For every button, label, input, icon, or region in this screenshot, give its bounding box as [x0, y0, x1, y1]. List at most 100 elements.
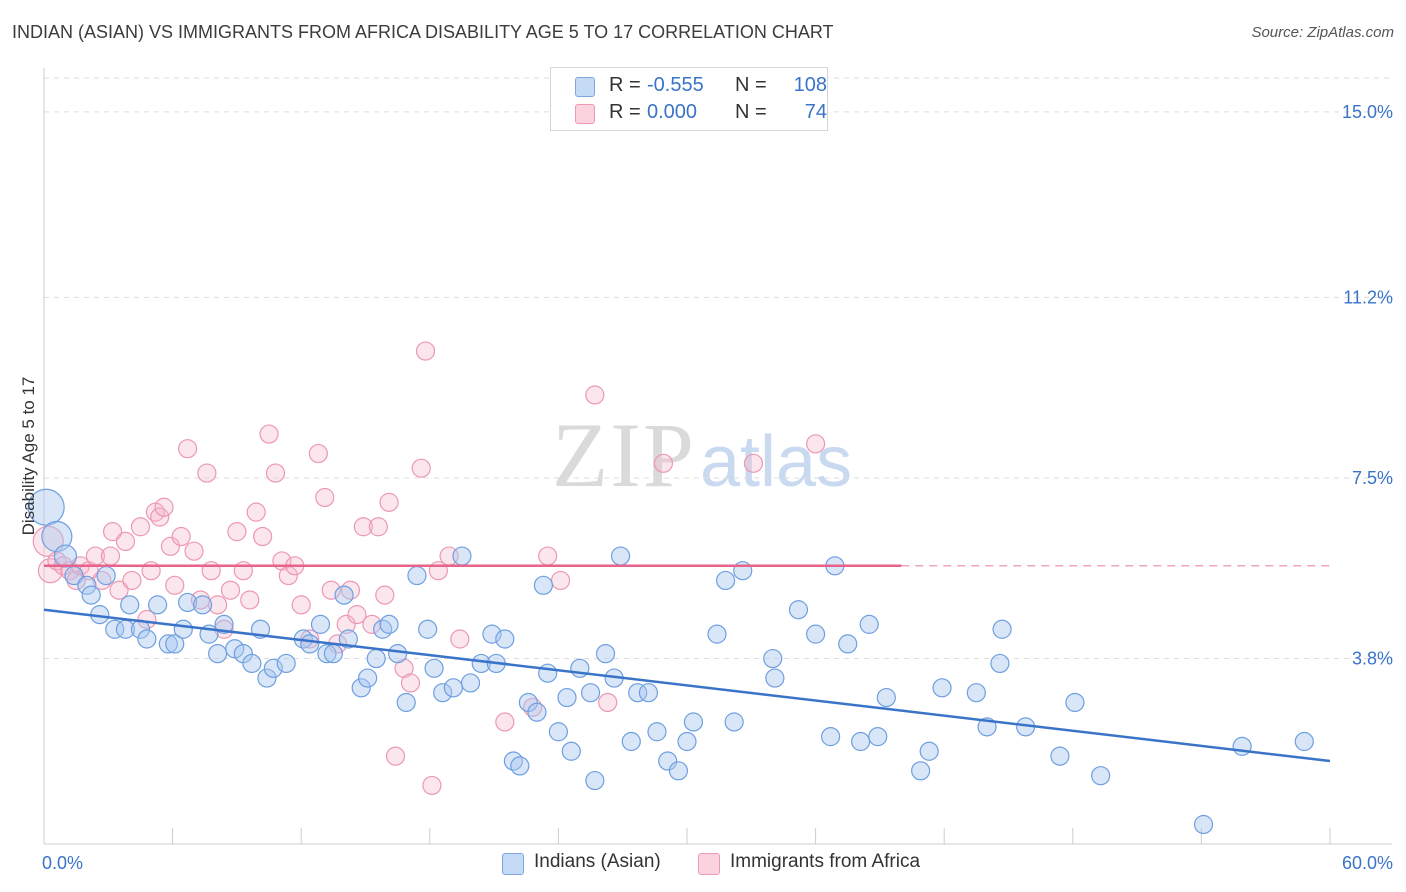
- point-indians: [379, 614, 399, 634]
- point-indians: [876, 687, 896, 708]
- axes: [43, 68, 1392, 845]
- point-indians: [868, 727, 888, 747]
- point-africa: [598, 692, 618, 713]
- point-indians: [460, 673, 481, 693]
- point-indians: [358, 668, 378, 688]
- point-indians: [173, 619, 193, 639]
- point-indians: [443, 678, 463, 698]
- point-africa: [122, 570, 142, 591]
- point-indians: [424, 658, 444, 678]
- point-indians: [120, 595, 140, 615]
- point-indians: [158, 634, 178, 654]
- point-africa: [379, 492, 399, 512]
- legend-r-value: 0.000: [647, 101, 698, 123]
- point-indians: [433, 683, 453, 703]
- point-indians: [208, 644, 228, 664]
- point-indians: [105, 619, 125, 639]
- point-africa: [233, 561, 253, 581]
- point-indians: [193, 595, 213, 615]
- point-indians: [214, 614, 234, 634]
- y-tick-label: 11.2%: [1343, 287, 1393, 307]
- point-indians: [334, 585, 354, 605]
- legend-n-label: N =: [735, 74, 767, 96]
- point-africa: [385, 746, 406, 766]
- point-indians: [178, 592, 198, 613]
- x-tick-label-max: 60.0%: [1342, 853, 1393, 873]
- correlation-legend: R = -0.555 N = 108 R = 0.000 N = 74: [550, 67, 828, 131]
- point-indians: [919, 741, 939, 761]
- point-africa: [115, 531, 136, 552]
- point-indians: [628, 683, 648, 703]
- point-indians: [317, 644, 337, 664]
- source-label: Source: ZipAtlas.com: [1251, 24, 1394, 41]
- point-indians: [527, 702, 547, 722]
- point-indians: [821, 727, 841, 747]
- point-indians: [418, 619, 438, 639]
- point-africa: [240, 590, 260, 610]
- bottom-legend-label: Immigrants from Africa: [730, 851, 921, 872]
- point-africa: [227, 522, 247, 542]
- legend-r-label: R =: [609, 74, 641, 96]
- point-africa: [32, 525, 64, 558]
- point-indians: [561, 741, 581, 761]
- point-africa: [253, 526, 273, 547]
- point-indians: [610, 546, 631, 566]
- point-indians: [276, 653, 296, 674]
- point-africa: [150, 507, 170, 527]
- point-africa: [538, 546, 558, 566]
- point-indians: [548, 722, 569, 742]
- point-africa: [495, 712, 515, 732]
- point-indians: [966, 683, 986, 703]
- point-indians: [638, 683, 659, 703]
- point-africa: [347, 605, 367, 625]
- point-africa: [450, 629, 470, 649]
- y-tick-label: 7.5%: [1352, 468, 1393, 488]
- point-indians: [300, 634, 320, 654]
- point-africa: [336, 614, 356, 634]
- point-indians: [621, 731, 641, 752]
- point-indians: [482, 624, 502, 644]
- point-africa: [154, 497, 174, 517]
- point-indians: [911, 761, 931, 781]
- point-indians: [323, 644, 343, 664]
- point-indians: [147, 595, 168, 615]
- point-africa: [550, 570, 571, 591]
- point-africa: [743, 453, 764, 473]
- point-africa: [321, 580, 341, 600]
- point-indians: [1193, 814, 1214, 835]
- point-africa: [171, 526, 191, 547]
- point-africa: [353, 517, 373, 537]
- point-africa: [411, 458, 431, 478]
- point-indians: [165, 634, 185, 654]
- point-africa: [291, 595, 311, 615]
- point-indians: [53, 544, 78, 568]
- point-indians: [838, 634, 858, 654]
- point-indians: [257, 668, 277, 688]
- point-indians: [859, 614, 879, 634]
- point-indians: [407, 565, 427, 586]
- y-tick-label: 3.8%: [1352, 649, 1393, 669]
- point-indians: [990, 653, 1010, 674]
- point-africa: [160, 536, 181, 556]
- point-indians: [805, 624, 826, 644]
- point-indians: [763, 648, 783, 669]
- point-indians: [396, 692, 416, 713]
- point-africa: [368, 517, 388, 537]
- point-africa: [805, 434, 826, 454]
- point-indians: [1091, 766, 1111, 786]
- point-africa: [137, 609, 157, 630]
- legend-n-label: N =: [735, 101, 767, 123]
- point-indians: [242, 653, 262, 674]
- point-africa: [308, 443, 328, 464]
- trend-line-indians: [43, 608, 1331, 763]
- legend-n-value: 108: [793, 74, 827, 96]
- point-indians: [533, 575, 553, 595]
- point-indians: [351, 678, 371, 698]
- y-axis-title: Disability Age 5 to 17: [19, 377, 38, 536]
- point-indians: [677, 731, 697, 752]
- trend-lines: [43, 564, 1331, 763]
- point-africa: [130, 517, 151, 537]
- legend-r-label: R =: [609, 101, 641, 123]
- x-tick-label-min: 0.0%: [42, 853, 83, 873]
- point-africa: [259, 424, 279, 444]
